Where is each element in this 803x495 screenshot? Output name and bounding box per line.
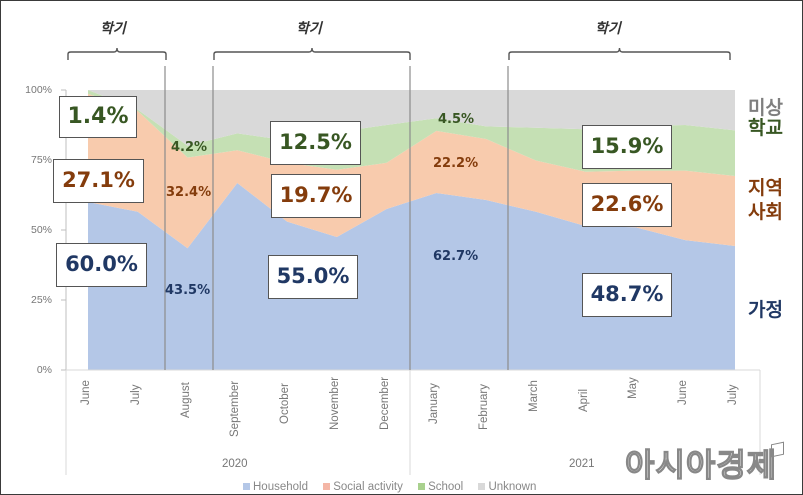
callout-social-spring2021: 22.6% <box>582 183 672 227</box>
x-tick-label: June <box>80 380 92 406</box>
callout-school-autumn2020: 12.5% <box>270 121 361 165</box>
label-household-aug2020: 43.5% <box>165 283 211 298</box>
x-tick-label: July <box>129 384 142 406</box>
x-tick-label: January <box>428 383 441 425</box>
semester-label-3: 학기 <box>595 21 621 37</box>
area-unknown <box>88 90 735 146</box>
year-label-2020: 2020 <box>222 458 248 470</box>
area-social-activity <box>88 93 735 249</box>
x-tick-label: May <box>627 377 640 399</box>
year-label-2021: 2021 <box>569 458 595 470</box>
legend-swatch-unknown <box>478 483 486 491</box>
semester-bracket <box>67 47 167 60</box>
publisher-watermark: 아시아경제 <box>624 445 778 484</box>
label-school-aug2020: 4.2% <box>171 140 208 155</box>
legend-swatch-social <box>323 483 331 491</box>
semester-label-2: 학기 <box>296 21 322 37</box>
semester-bracket <box>508 47 731 60</box>
side-label-school: 학교 <box>748 117 783 139</box>
area-household <box>88 182 735 370</box>
x-tick-label: September <box>229 380 242 437</box>
label-school-janfeb2021: 4.5% <box>438 112 475 127</box>
callout-household-spring2021: 48.7% <box>582 273 672 317</box>
side-label-unknown: 미상 <box>748 97 783 119</box>
legend-label-social: Social activity <box>333 481 403 493</box>
y-tick-0: 0% <box>36 364 52 376</box>
x-tick-label: April <box>577 388 590 412</box>
y-tick-100: 100% <box>25 84 52 96</box>
callout-social-jun2020: 27.1% <box>53 159 144 203</box>
x-tick-label: June <box>677 380 690 406</box>
callout-school-spring2021: 15.9% <box>582 125 672 169</box>
side-label-social-line1: 지역 <box>748 177 783 199</box>
y-tick-75: 75% <box>30 154 52 166</box>
y-tick-25: 25% <box>30 294 52 306</box>
x-tick-label: December <box>378 377 391 431</box>
legend-swatch-school <box>418 483 426 491</box>
semester-label-1: 학기 <box>100 21 126 37</box>
y-tick-50: 50% <box>30 224 52 236</box>
legend-swatch-household <box>243 483 250 491</box>
watermark-logo-icon <box>771 441 784 458</box>
callout-household-autumn2020: 55.0% <box>268 255 358 299</box>
label-household-janfeb2021: 62.7% <box>433 249 479 264</box>
area-school <box>88 90 735 176</box>
label-social-aug2020: 32.4% <box>166 185 212 200</box>
callout-household-jun2020: 60.0% <box>56 243 147 287</box>
callout-social-autumn2020: 19.7% <box>271 174 361 218</box>
chart-legend: Household Social activity School Unknown <box>243 481 536 493</box>
legend-label-unknown: Unknown <box>488 481 537 493</box>
semester-bracket <box>213 47 411 60</box>
label-social-janfeb2021: 22.2% <box>433 156 479 171</box>
callout-school-jun2020: 1.4% <box>59 96 137 138</box>
x-tick-label: July <box>727 384 739 406</box>
legend-label-household: Household <box>253 481 308 493</box>
legend-label-school: School <box>428 481 464 493</box>
x-tick-label: August <box>179 381 192 418</box>
x-tick-label: October <box>279 383 292 425</box>
x-tick-label: February <box>478 384 491 431</box>
x-tick-label: November <box>328 377 341 431</box>
side-label-social-line2: 사회 <box>748 201 783 223</box>
x-tick-label: March <box>527 379 540 412</box>
side-label-household: 가정 <box>748 299 783 321</box>
